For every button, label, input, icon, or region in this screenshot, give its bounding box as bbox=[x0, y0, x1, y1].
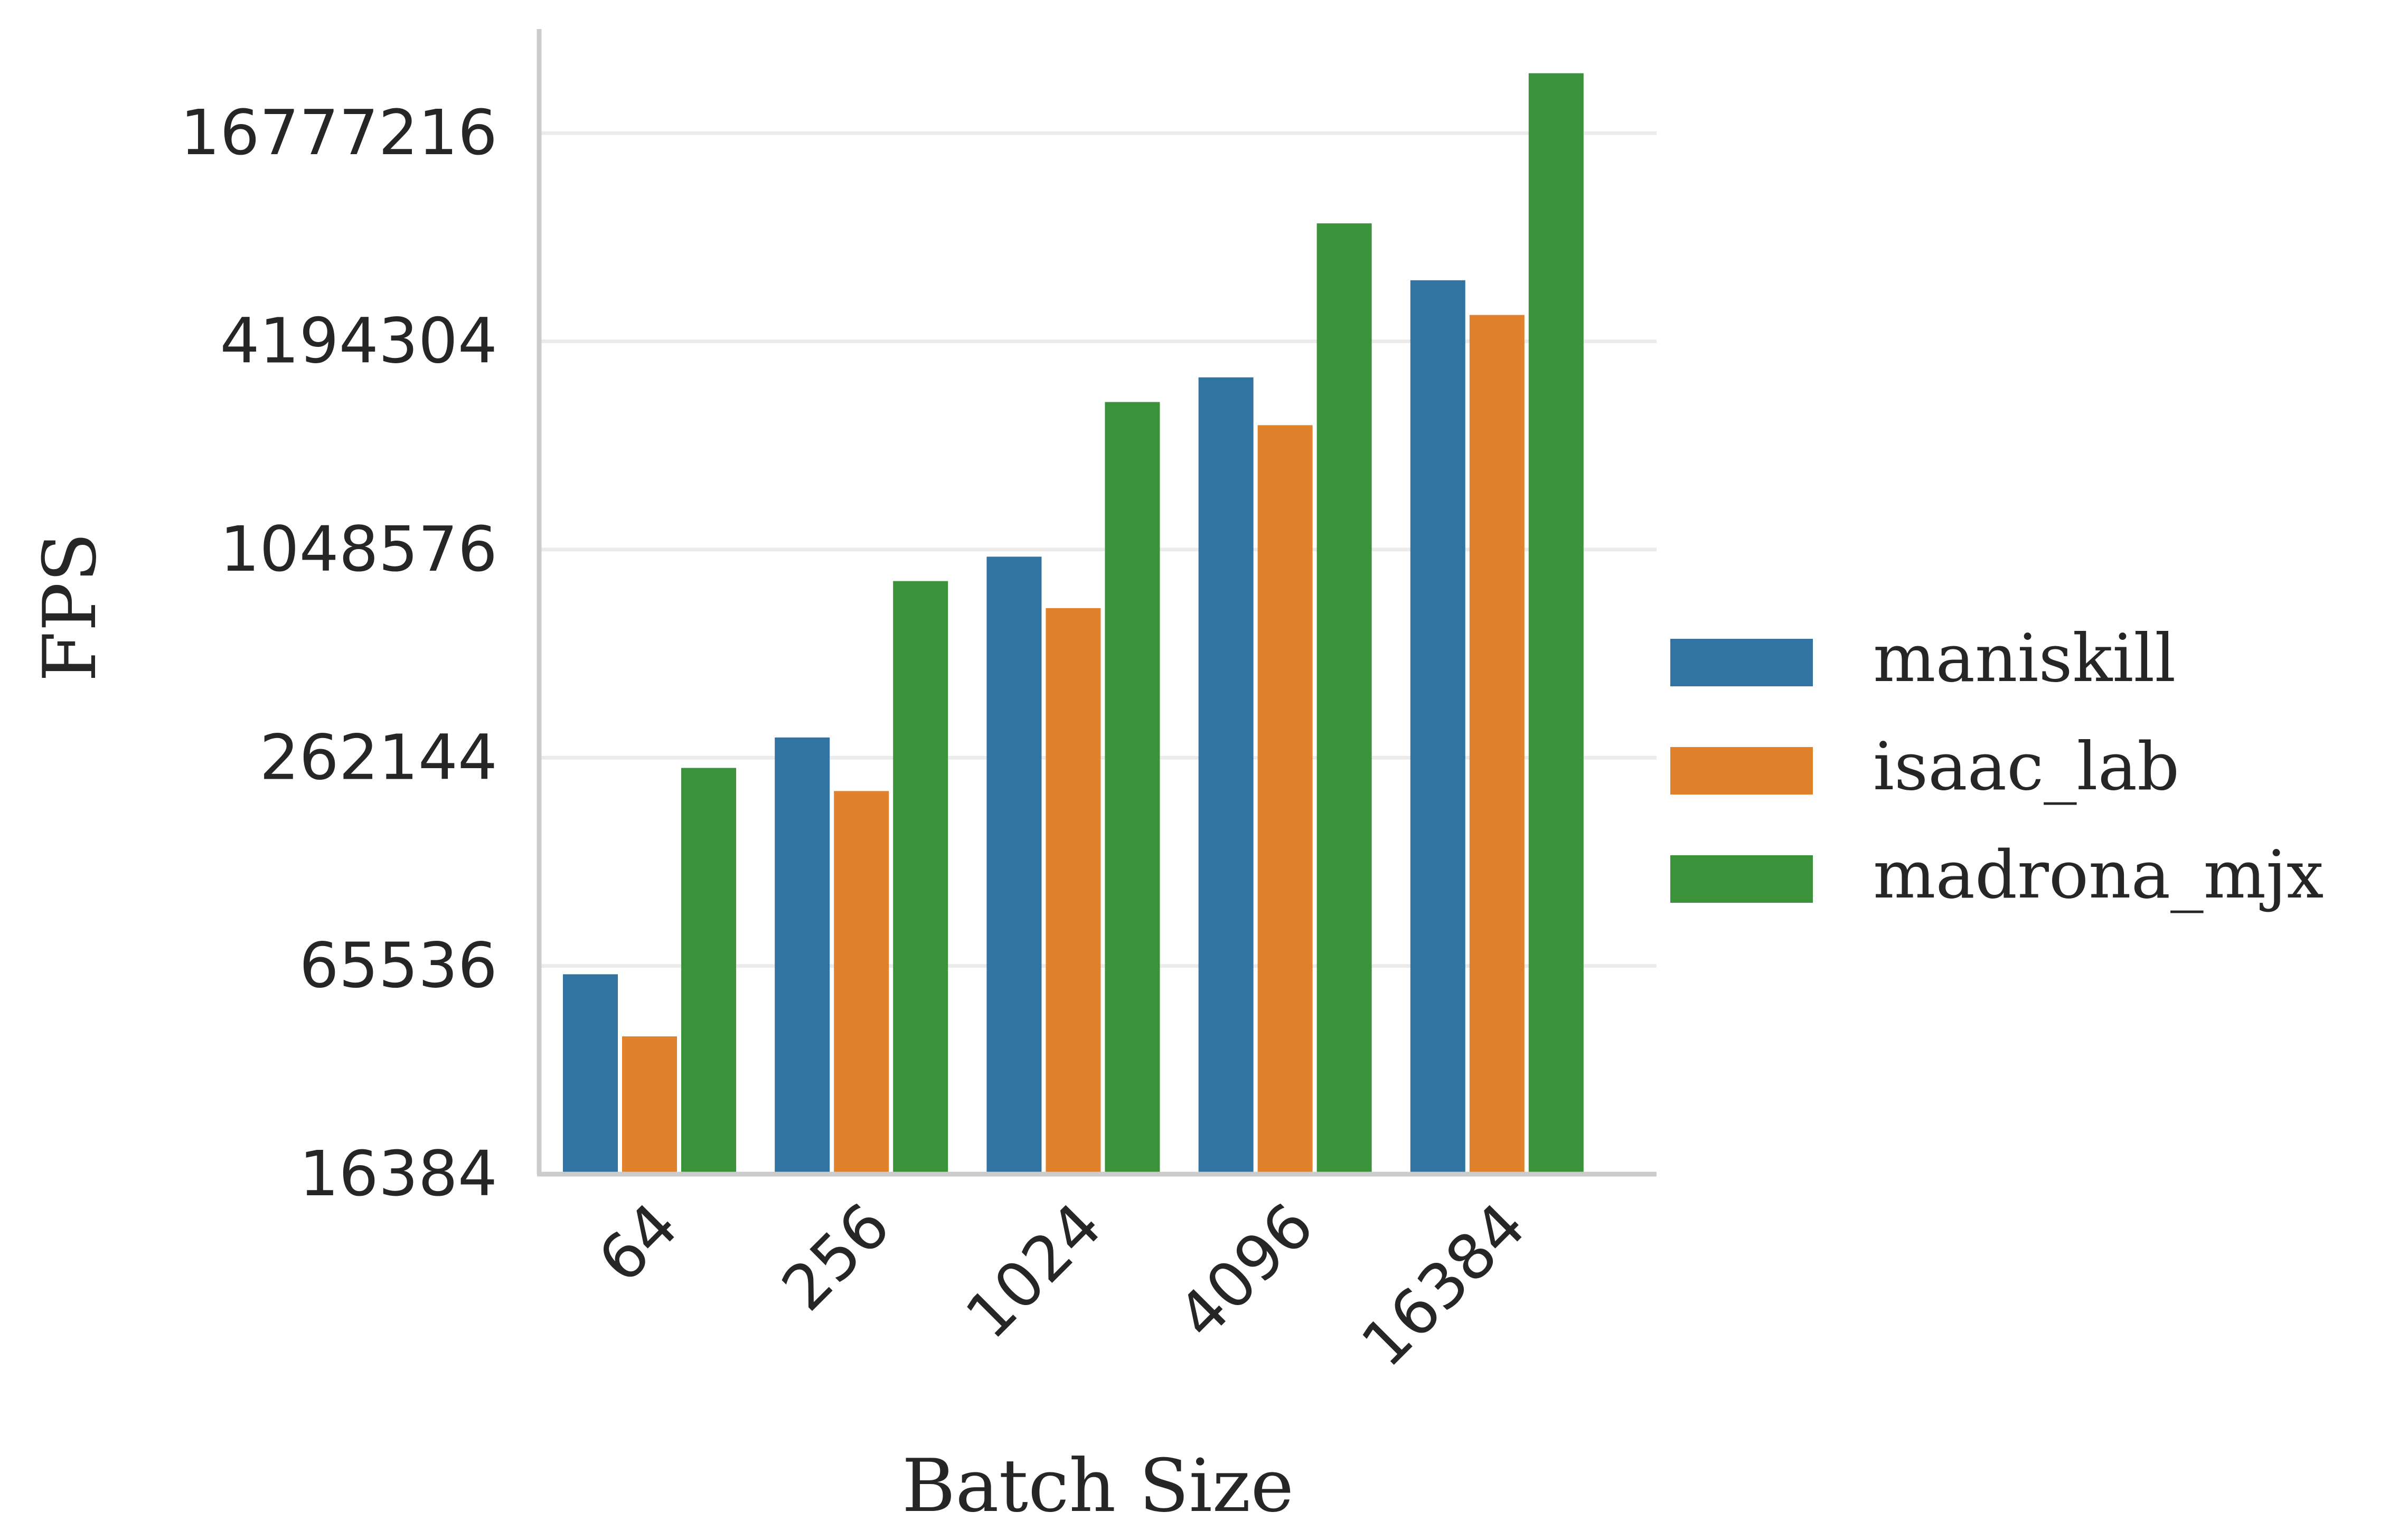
bar-isaac_lab-256 bbox=[834, 791, 889, 1174]
legend-swatch-madrona_mjx bbox=[1670, 855, 1813, 903]
x-tick-label: 4096 bbox=[1163, 1189, 1327, 1353]
x-tick-label: 64 bbox=[584, 1189, 692, 1297]
legend-swatch-isaac_lab bbox=[1670, 747, 1813, 795]
bar-madrona_mjx-4096 bbox=[1316, 223, 1372, 1175]
y-tick-label: 262144 bbox=[260, 721, 497, 793]
bar-isaac_lab-4096 bbox=[1257, 425, 1313, 1174]
legend-swatch-maniskill bbox=[1670, 639, 1813, 686]
legend-label-madrona_mjx: madrona_mjx bbox=[1873, 837, 2324, 913]
x-tick-label: 1024 bbox=[952, 1189, 1115, 1353]
bar-maniskill-256 bbox=[775, 737, 830, 1174]
legend: maniskill isaac_lab madrona_mjx bbox=[1670, 620, 2324, 913]
legend-label-maniskill: maniskill bbox=[1873, 620, 2176, 697]
y-tick-label: 1048576 bbox=[220, 513, 497, 585]
bar-isaac_lab-64 bbox=[622, 1036, 677, 1174]
y-tick-label: 4194304 bbox=[220, 305, 497, 377]
y-tick-labels: 16384 65536 262144 1048576 4194304 16777216 bbox=[180, 96, 497, 1210]
y-tick-label: 16384 bbox=[299, 1137, 497, 1210]
bar-maniskill-16384 bbox=[1410, 280, 1465, 1174]
x-tick-label: 16384 bbox=[1348, 1189, 1539, 1381]
bar-madrona_mjx-256 bbox=[893, 581, 948, 1174]
legend-label-isaac_lab: isaac_lab bbox=[1873, 729, 2179, 805]
x-tick-label: 256 bbox=[768, 1189, 904, 1325]
bar-maniskill-4096 bbox=[1198, 377, 1254, 1174]
bar-madrona_mjx-1024 bbox=[1105, 402, 1160, 1174]
bars bbox=[563, 73, 1584, 1175]
bar-madrona_mjx-64 bbox=[681, 768, 736, 1174]
y-tick-label: 65536 bbox=[299, 929, 497, 1002]
bar-maniskill-1024 bbox=[986, 556, 1042, 1174]
bar-maniskill-64 bbox=[563, 974, 618, 1174]
bar-madrona_mjx-16384 bbox=[1528, 73, 1584, 1175]
y-axis-title: FPS bbox=[27, 532, 112, 682]
x-axis-title: Batch Size bbox=[902, 1443, 1294, 1528]
bar-isaac_lab-1024 bbox=[1046, 608, 1101, 1174]
bar-isaac_lab-16384 bbox=[1469, 315, 1525, 1174]
y-tick-label: 16777216 bbox=[180, 96, 497, 169]
x-tick-labels: 64 256 1024 4096 16384 bbox=[584, 1189, 1539, 1381]
